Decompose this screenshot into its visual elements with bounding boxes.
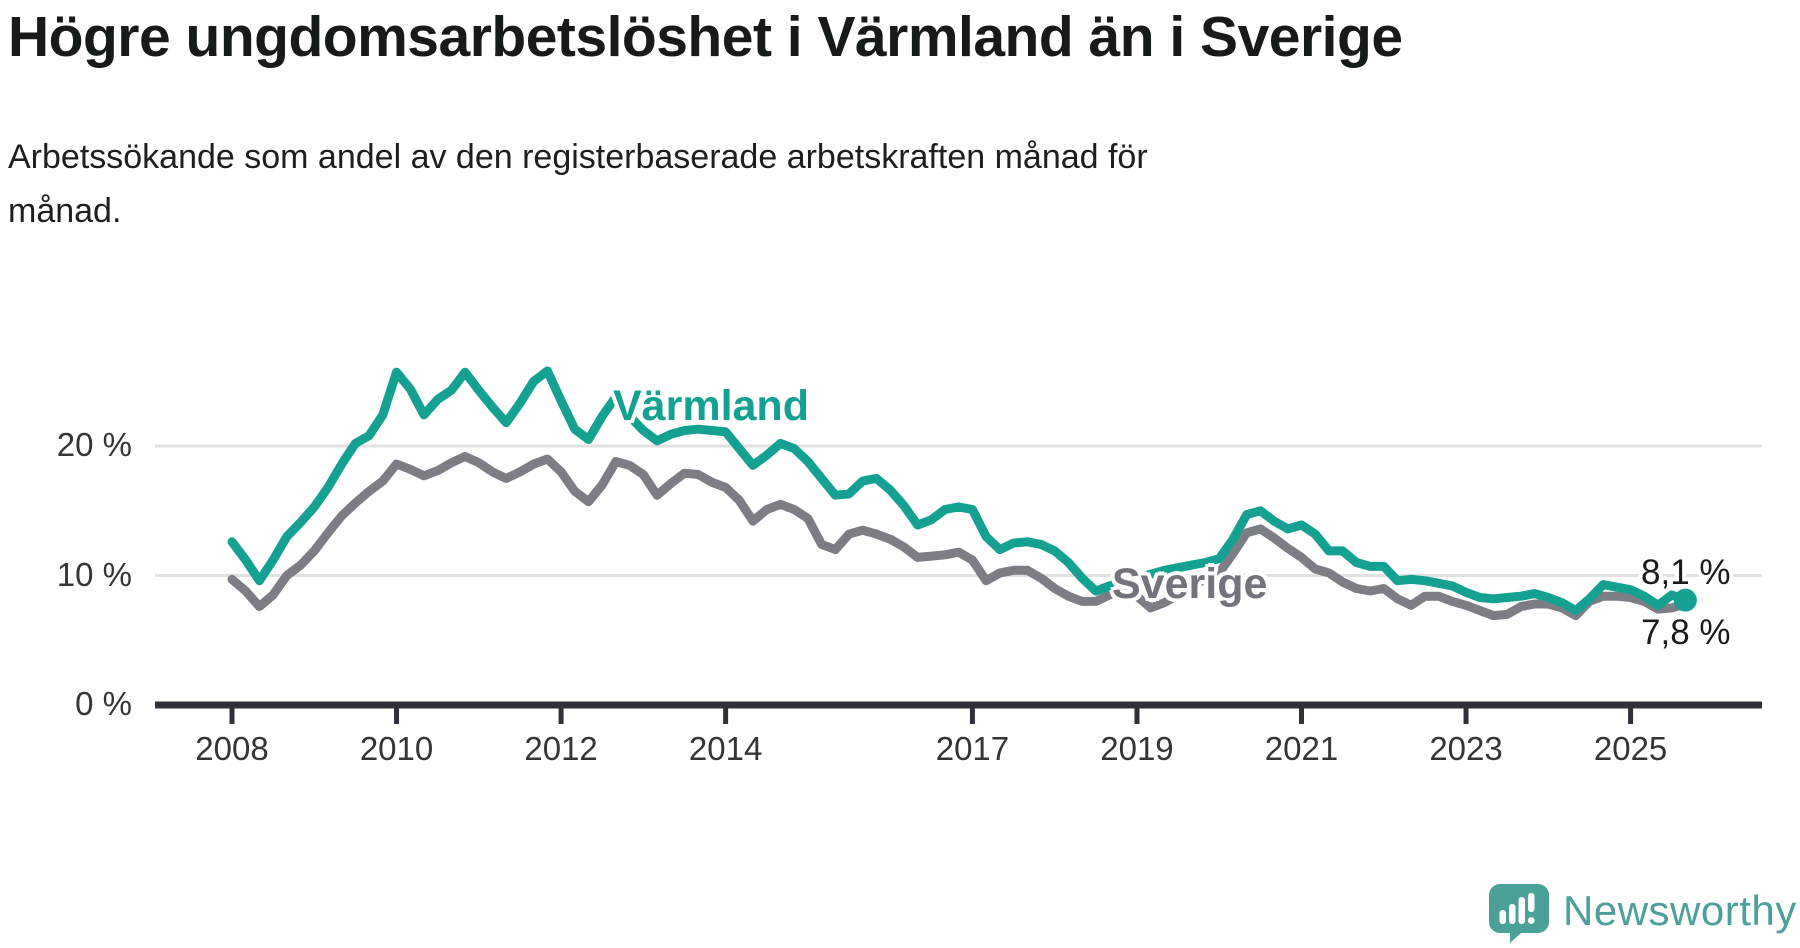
end-value-label-sverige: 7,8 % <box>1641 613 1731 652</box>
end-value-label-varmland: 8,1 % <box>1641 553 1731 592</box>
bar-2 <box>1509 904 1516 924</box>
y-axis-label-0: 0 % <box>75 685 132 723</box>
x-tick-label-2021: 2021 <box>1265 730 1338 767</box>
exclamation-bar <box>1528 893 1535 912</box>
x-tick-label-2025: 2025 <box>1594 730 1667 767</box>
newsworthy-logo: Newsworthy <box>1487 882 1797 944</box>
subtitle-line: månad. <box>8 191 122 230</box>
x-tick-label-2023: 2023 <box>1429 730 1502 767</box>
exclamation-dot <box>1527 917 1535 924</box>
newsworthy-wordmark: Newsworthy <box>1563 887 1797 934</box>
x-tick-label-2019: 2019 <box>1100 730 1173 767</box>
x-tick-label-2017: 2017 <box>936 730 1009 767</box>
page-title: Högre ungdomsarbetslöshet i Värmland än … <box>8 5 1403 69</box>
x-tick-label-2014: 2014 <box>689 730 762 767</box>
subtitle-line: Arbetssökande som andel av den registerb… <box>8 138 1148 176</box>
y-axis-label-10: 10 % <box>56 556 132 594</box>
x-tick-label-2010: 2010 <box>360 730 433 767</box>
x-tick-label-2012: 2012 <box>524 730 597 767</box>
series-end-dot-värmland <box>1673 588 1697 612</box>
y-axis-label-20: 20 % <box>56 426 132 464</box>
series-line-värmland <box>227 366 1690 615</box>
page-subtitle: Arbetssökande som andel av den registerb… <box>8 131 1508 238</box>
series-line-sverige <box>227 451 1690 621</box>
series-label-sverige: Sverige <box>1112 560 1268 608</box>
x-tick-label-2008: 2008 <box>195 730 268 767</box>
bar-3 <box>1518 897 1525 924</box>
bar-1 <box>1499 910 1506 924</box>
speech-bubble-chart-icon <box>1489 884 1549 943</box>
series-label-varmland: Värmland <box>613 382 809 430</box>
